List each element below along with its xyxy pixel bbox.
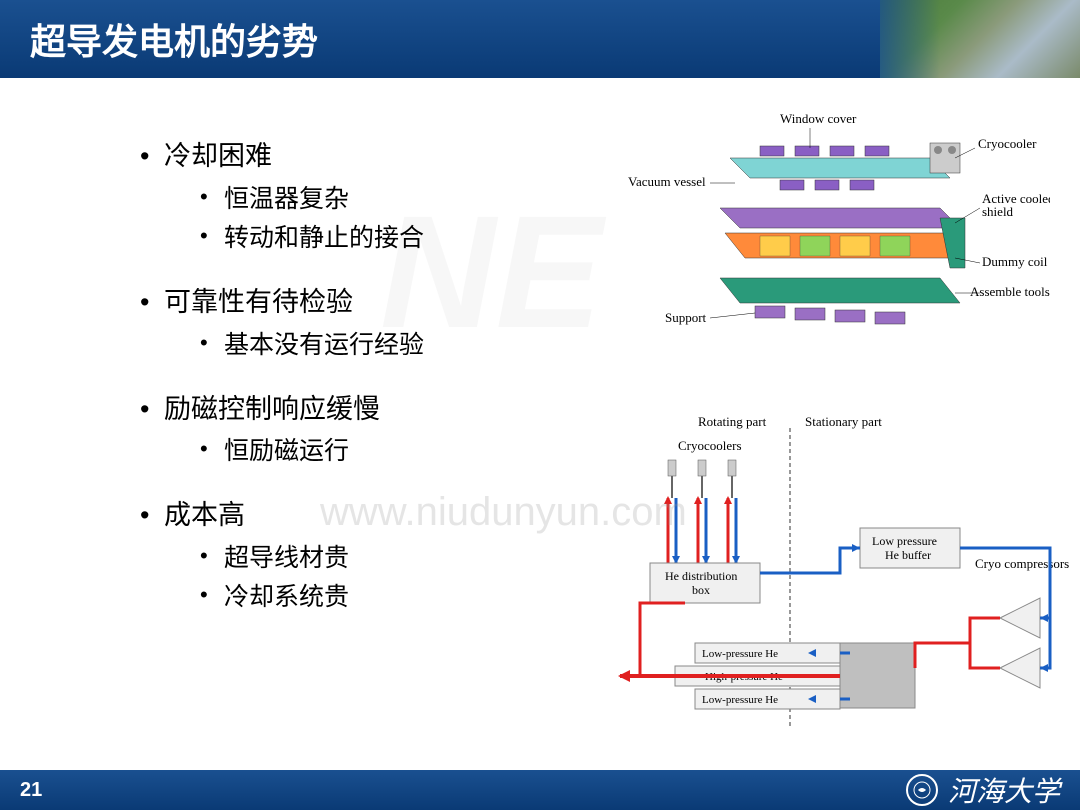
slide-title: 超导发电机的劣势 <box>30 13 318 65</box>
he-dist-label2: box <box>692 583 710 597</box>
he-dist-label: He distribution <box>665 569 737 583</box>
bullet-main: 成本高 <box>140 497 550 535</box>
lp-buffer-label: Low pressure <box>872 534 937 548</box>
label-active-shield2: shield <box>982 204 1014 219</box>
bullet-sub: 恒励磁运行 <box>200 434 550 469</box>
university-branding: 河海大学 <box>906 770 1060 810</box>
university-logo-icon <box>906 774 938 806</box>
content-area: 冷却困难 恒温器复杂 转动和静止的接合 可靠性有待检验 基本没有运行经验 励磁控… <box>0 78 1080 770</box>
lp-he-1: Low-pressure He <box>702 648 778 660</box>
schematic-figure: Rotating part Stationary part Cryocooler… <box>590 408 1070 748</box>
bullet-list: 冷却困难 恒温器复杂 转动和静止的接合 可靠性有待检验 基本没有运行经验 励磁控… <box>20 98 550 770</box>
bullet-main: 可靠性有待检验 <box>140 284 550 322</box>
bullet-sub: 转动和静止的接合 <box>200 221 550 256</box>
cryocooler-icon <box>668 460 676 498</box>
bullet-sub: 恒温器复杂 <box>200 182 550 217</box>
slide-footer: 21 河海大学 <box>0 770 1080 810</box>
rotating-part-label: Rotating part <box>698 414 767 429</box>
label-support: Support <box>665 310 707 325</box>
lp-buffer-label2: He buffer <box>885 548 931 562</box>
exploded-view-figure: Window cover Cryocooler Vacuum vessel Ac… <box>610 108 1050 388</box>
bullet-group: 成本高 超导线材贵 冷却系统贵 <box>140 497 550 615</box>
figures-area: Window cover Cryocooler Vacuum vessel Ac… <box>550 98 1060 770</box>
bullet-sub: 超导线材贵 <box>200 541 550 576</box>
slide-header: 超导发电机的劣势 <box>0 0 1080 78</box>
bullet-sub: 基本没有运行经验 <box>200 328 550 363</box>
bullet-group: 冷却困难 恒温器复杂 转动和静止的接合 <box>140 138 550 256</box>
header-campus-photo <box>880 0 1080 78</box>
label-vacuum-vessel: Vacuum vessel <box>628 174 706 189</box>
label-dummy-coil: Dummy coil <box>982 254 1048 269</box>
university-name: 河海大学 <box>948 770 1060 810</box>
cryocooler-icon <box>698 460 706 498</box>
bullet-main: 励磁控制响应缓慢 <box>140 391 550 429</box>
lp-he-2: Low-pressure He <box>702 694 778 706</box>
bullet-sub: 冷却系统贵 <box>200 580 550 615</box>
page-number: 21 <box>20 779 42 802</box>
label-window-cover: Window cover <box>780 111 857 126</box>
label-cryocooler: Cryocooler <box>978 136 1037 151</box>
label-assemble: Assemble tools <box>970 284 1050 299</box>
bullet-main: 冷却困难 <box>140 138 550 176</box>
cryocooler-icon <box>728 460 736 498</box>
bullet-group: 励磁控制响应缓慢 恒励磁运行 <box>140 391 550 470</box>
stationary-part-label: Stationary part <box>805 414 882 429</box>
cryo-comp-label: Cryo compressors <box>975 556 1069 571</box>
cryocoolers-label: Cryocoolers <box>678 438 742 453</box>
bullet-group: 可靠性有待检验 基本没有运行经验 <box>140 284 550 363</box>
